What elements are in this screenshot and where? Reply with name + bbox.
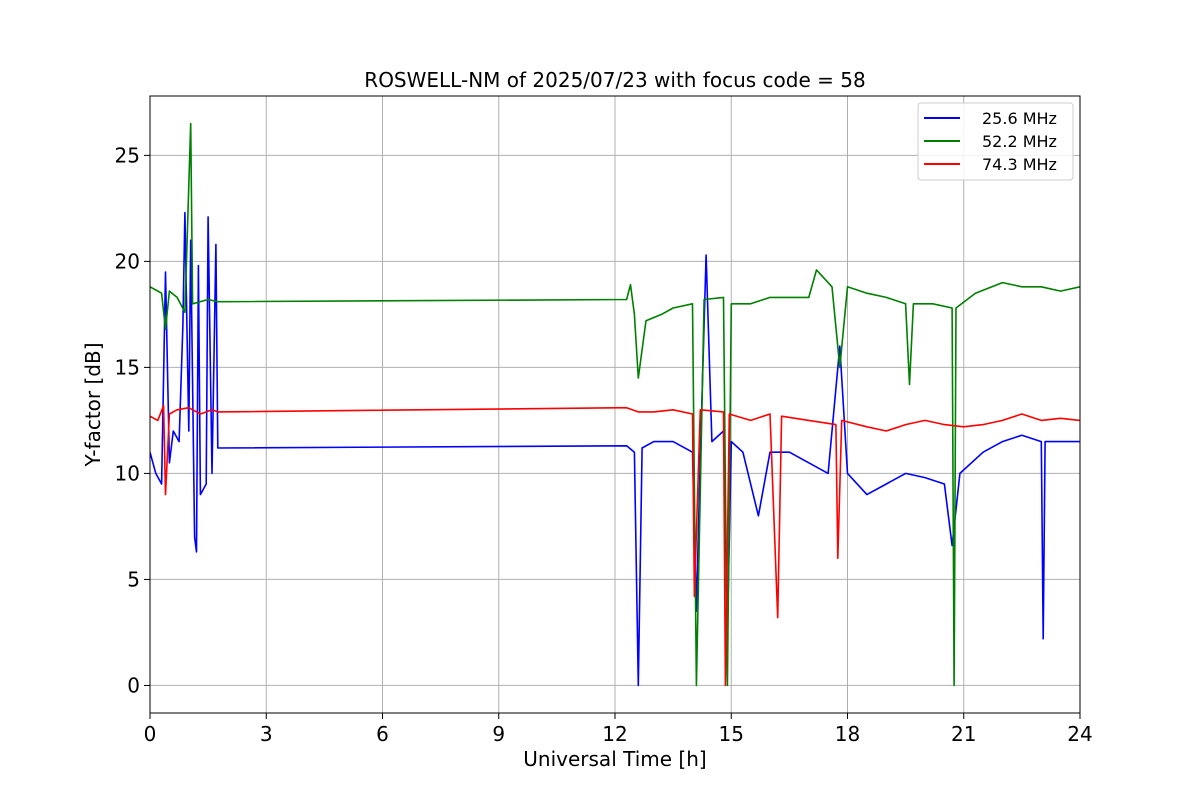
x-tick-label: 0	[144, 722, 157, 746]
x-tick-label: 6	[376, 722, 389, 746]
legend: 25.6 MHz 52.2 MHz 74.3 MHz	[917, 102, 1074, 181]
x-tick-label: 3	[260, 722, 273, 746]
grid	[149, 96, 1081, 713]
x-tick-label: 15	[719, 722, 744, 746]
x-axis-label: Universal Time [h]	[523, 747, 706, 771]
y-tick-label: 5	[127, 567, 140, 591]
series-line-3	[150, 404, 1080, 687]
legend-label-1: 25.6 MHz	[982, 109, 1057, 128]
legend-box	[917, 102, 1074, 181]
x-tick-label: 18	[835, 722, 860, 746]
y-axis-label: Y-factor [dB]	[81, 342, 105, 467]
legend-label-3: 74.3 MHz	[982, 155, 1057, 174]
ticks: 0 3 6 9 12 15 18 21 24 0 5 10 15 20 25	[115, 143, 1093, 746]
legend-label-2: 52.2 MHz	[982, 132, 1057, 151]
y-tick-label: 10	[115, 461, 140, 485]
x-tick-label: 9	[492, 722, 505, 746]
y-tick-label: 15	[115, 355, 140, 379]
x-tick-label: 21	[951, 722, 976, 746]
chart-title: ROSWELL-NM of 2025/07/23 with focus code…	[364, 68, 865, 92]
x-tick-label: 24	[1067, 722, 1092, 746]
x-tick-label: 12	[602, 722, 627, 746]
y-tick-label: 20	[115, 249, 140, 273]
plot-area	[150, 122, 1080, 687]
y-tick-label: 25	[115, 143, 140, 167]
series-line-2	[150, 122, 1080, 687]
y-tick-label: 0	[127, 673, 140, 697]
